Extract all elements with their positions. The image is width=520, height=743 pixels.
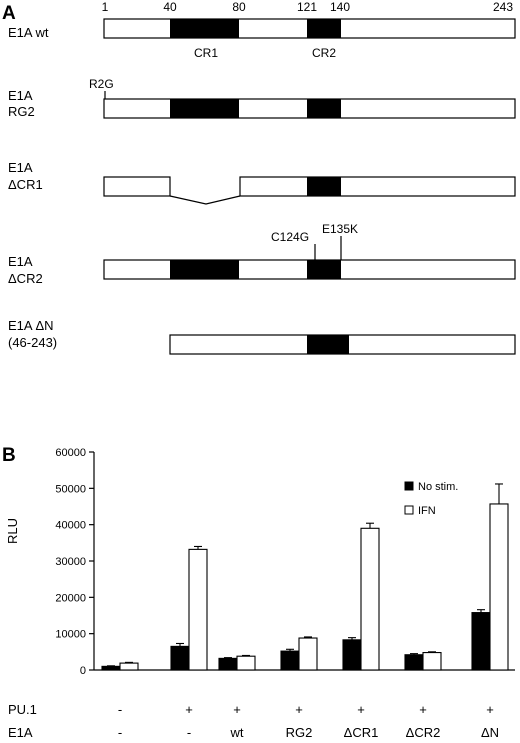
condition-e1a: ΔCR2: [406, 725, 441, 740]
bar-ifn: [360, 527, 380, 671]
domain-cr2: [307, 335, 349, 354]
construct-wt: E1A wt CR1 CR2: [8, 18, 516, 60]
legend-label: IFN: [418, 505, 436, 517]
domain-cr2: [307, 19, 341, 38]
bar-no-stim: [218, 657, 238, 671]
domain-label-cr2: CR2: [312, 46, 336, 60]
position-label: 140: [330, 0, 350, 14]
row-label-pu1: PU.1: [8, 702, 37, 717]
position-label: 40: [163, 0, 177, 14]
construct-rg2: E1A RG2 R2G: [8, 77, 516, 119]
construct-label: E1A ΔN: [8, 318, 54, 333]
bar-ifn: [489, 503, 509, 671]
condition-labels: - - + - + wt + RG2 + ΔCR1 + ΔCR2 + ΔN: [118, 702, 499, 740]
y-tick-label: 0: [80, 665, 86, 677]
mutation-label: R2G: [89, 77, 114, 91]
domain-cr1: [170, 260, 239, 279]
condition-e1a: ΔN: [481, 725, 499, 740]
construct-label: E1A: [8, 88, 33, 103]
y-axis-ticks: 0 10000 20000 30000 40000 50000 60000: [55, 447, 94, 677]
construct-label: (46-243): [8, 335, 57, 350]
domain-label-cr1: CR1: [194, 46, 218, 60]
construct-dcr1: E1A ΔCR1: [8, 160, 516, 205]
panel-a-domain-map: A 1 40 80 121 140 243 E1A wt CR1 CR2 E1A…: [2, 0, 516, 355]
y-tick-label: 10000: [55, 629, 86, 641]
position-labels: 1 40 80 121 140 243: [102, 0, 514, 14]
bar-no-stim: [342, 639, 362, 671]
domain-cr1: [170, 99, 239, 118]
legend-label: No stim.: [418, 481, 458, 493]
condition-e1a: RG2: [286, 725, 313, 740]
position-label: 80: [232, 0, 246, 14]
position-label: 1: [102, 0, 109, 14]
bar-no-stim: [471, 612, 491, 671]
condition-pu1: +: [185, 702, 193, 717]
bar-ifn: [298, 637, 318, 671]
construct-label: ΔCR2: [8, 271, 43, 286]
bar-marks: [101, 483, 509, 671]
position-label: 121: [297, 0, 317, 14]
legend-swatch-ifn: [404, 505, 414, 515]
y-tick-label: 40000: [55, 520, 86, 532]
bar-ifn: [119, 662, 139, 671]
construct-label: E1A: [8, 254, 33, 269]
panel-b-letter: B: [2, 445, 16, 466]
y-tick-label: 50000: [55, 483, 86, 495]
protein-bar-c-terminus: [239, 176, 516, 197]
construct-label: E1A: [8, 160, 33, 175]
position-label: 243: [493, 0, 513, 14]
protein-bar-n-terminus: [103, 176, 171, 197]
domain-cr1: [170, 19, 239, 38]
condition-pu1: +: [233, 702, 241, 717]
y-tick-label: 20000: [55, 592, 86, 604]
bar-ifn: [236, 655, 256, 671]
construct-label: ΔCR1: [8, 177, 43, 192]
panel-b-bar-chart: B RLU 0 10000 20000 30000 40000 50000 60000 No…: [2, 445, 515, 740]
condition-e1a: -: [187, 725, 191, 740]
bar-no-stim: [170, 645, 190, 671]
domain-cr2: [307, 177, 341, 196]
panel-a-letter: A: [2, 3, 16, 24]
condition-e1a: ΔCR1: [344, 725, 379, 740]
condition-pu1: +: [357, 702, 365, 717]
legend-swatch-no-stim: [404, 481, 414, 491]
y-tick-label: 30000: [55, 556, 86, 568]
bar-no-stim: [280, 650, 300, 671]
construct-label: E1A wt: [8, 25, 49, 40]
domain-cr2: [307, 99, 341, 118]
bar-ifn: [188, 548, 208, 671]
construct-dcr2: E1A ΔCR2 C124G E135K: [8, 222, 516, 286]
mutation-label: E135K: [322, 222, 358, 236]
legend: No stim. IFN: [404, 481, 458, 517]
bar-no-stim: [101, 665, 121, 671]
condition-e1a: -: [118, 725, 122, 740]
mutation-label: C124G: [271, 230, 309, 244]
row-label-e1a: E1A: [8, 725, 33, 740]
y-axis-title: RLU: [5, 518, 20, 544]
construct-label: RG2: [8, 104, 35, 119]
deletion-line: [169, 195, 241, 205]
condition-pu1: -: [118, 702, 122, 717]
y-tick-label: 60000: [55, 447, 86, 459]
condition-pu1: +: [486, 702, 494, 717]
condition-pu1: +: [295, 702, 303, 717]
condition-pu1: +: [419, 702, 427, 717]
condition-e1a: wt: [230, 725, 244, 740]
construct-dn: E1A ΔN (46-243): [8, 318, 516, 355]
domain-cr2: [307, 260, 341, 279]
bar-no-stim: [404, 654, 424, 671]
bar-ifn: [422, 652, 442, 671]
